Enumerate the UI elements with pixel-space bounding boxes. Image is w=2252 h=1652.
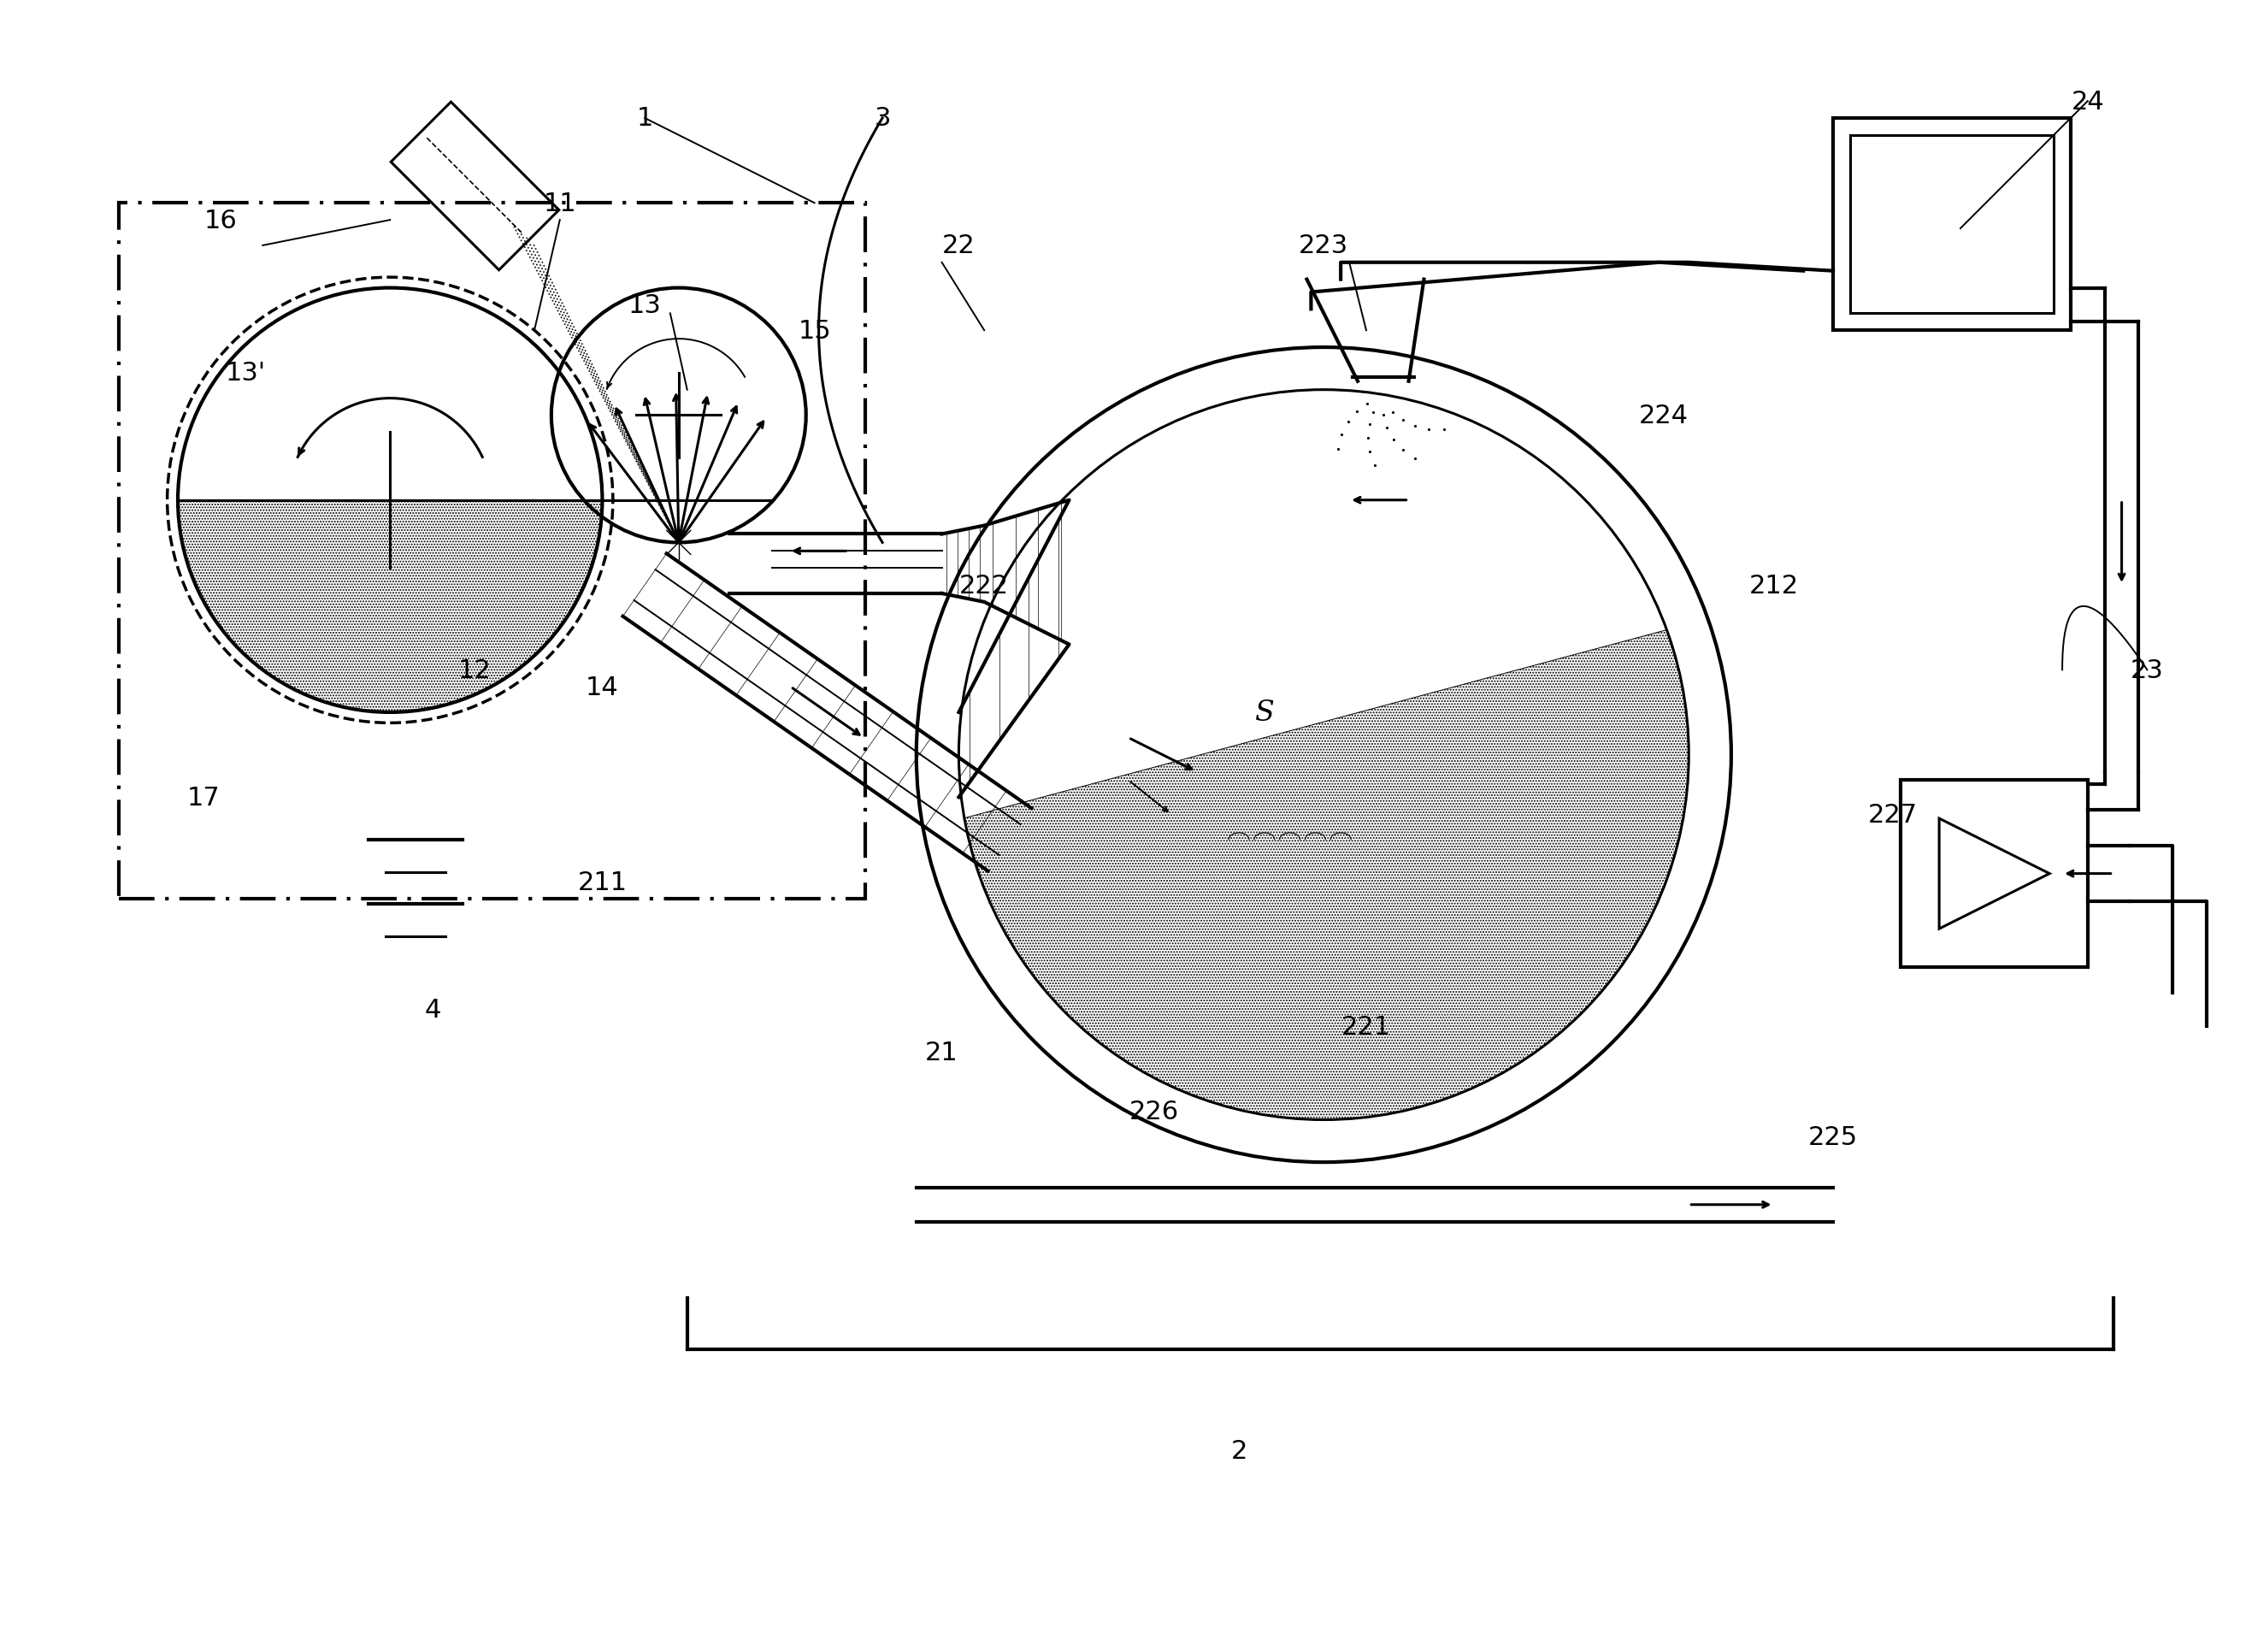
Text: 17: 17: [187, 785, 221, 809]
Text: 227: 227: [1867, 803, 1916, 828]
Text: 221: 221: [1342, 1014, 1392, 1039]
Text: 211: 211: [577, 871, 626, 895]
Text: 14: 14: [586, 676, 619, 700]
Text: 23: 23: [2130, 657, 2164, 682]
Text: 224: 224: [1639, 403, 1689, 428]
Text: 225: 225: [1808, 1125, 1858, 1150]
Text: 222: 222: [959, 573, 1009, 598]
Text: 15: 15: [797, 319, 831, 344]
Text: 11: 11: [543, 192, 577, 216]
Text: 3: 3: [874, 106, 892, 131]
Text: 2: 2: [1230, 1439, 1248, 1464]
Text: 22: 22: [941, 233, 975, 258]
Text: S: S: [1254, 699, 1275, 727]
Text: 13: 13: [628, 292, 662, 317]
Text: 1: 1: [637, 106, 653, 131]
Text: 4: 4: [423, 998, 441, 1023]
Bar: [1851, 135, 2054, 314]
Bar: [1833, 119, 2072, 330]
Text: 12: 12: [459, 657, 491, 682]
Text: 212: 212: [1750, 573, 1799, 598]
Text: 223: 223: [1299, 233, 1349, 258]
Bar: [1901, 781, 2088, 968]
Text: 16: 16: [203, 208, 236, 233]
Text: 226: 226: [1128, 1099, 1178, 1123]
Text: 24: 24: [2072, 89, 2103, 114]
Text: 13': 13': [225, 360, 266, 385]
Text: 21: 21: [926, 1039, 959, 1064]
